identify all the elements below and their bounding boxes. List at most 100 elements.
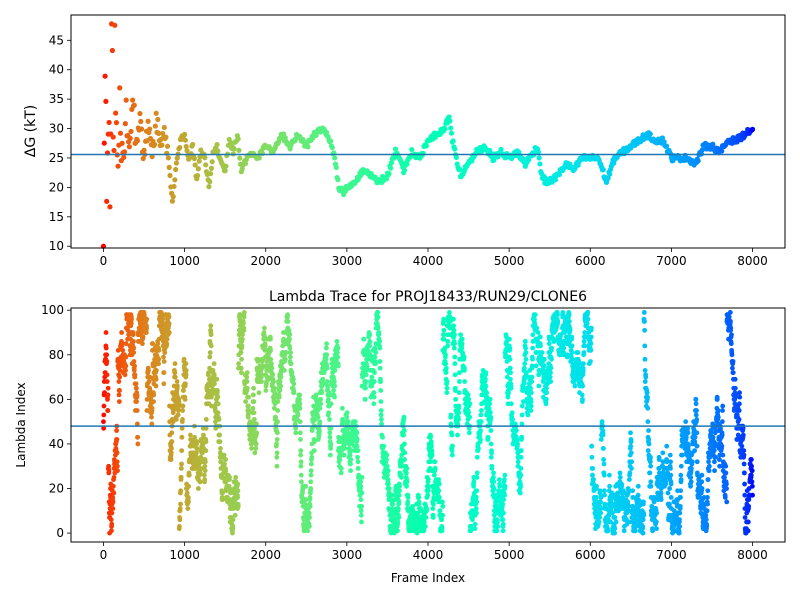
lambda-point: [132, 363, 138, 369]
lambda-point: [360, 374, 365, 380]
lambda-point: [602, 492, 607, 498]
lambda-point: [208, 323, 214, 329]
lambda-point: [327, 452, 333, 458]
lambda-point: [401, 428, 407, 433]
lambda-point: [396, 499, 402, 505]
lambda-point: [144, 316, 150, 322]
lambda-point: [714, 396, 720, 402]
lambda-point: [131, 339, 136, 344]
lambda-point: [715, 408, 721, 413]
lambda-point: [216, 417, 222, 422]
lambda-point: [166, 314, 172, 320]
lambda-point: [399, 463, 404, 469]
dg-point: [388, 165, 394, 171]
lambda-point: [590, 472, 595, 478]
lambda-point: [451, 323, 457, 329]
lambda-point: [441, 332, 446, 338]
lambda-point: [581, 350, 587, 355]
lambda-point: [564, 354, 570, 360]
lambda-point: [742, 515, 748, 520]
lambda-point: [667, 452, 673, 458]
dg-y-label: ΔG (kT): [23, 105, 39, 157]
lambda-point: [508, 376, 513, 382]
lambda-point: [396, 492, 402, 498]
lambda-point: [227, 474, 232, 480]
lambda-point: [177, 524, 182, 529]
lambda-point: [663, 481, 669, 487]
lambda-point: [539, 350, 545, 355]
dg-point: [259, 150, 266, 157]
lambda-point: [278, 383, 284, 389]
lambda-point: [458, 332, 464, 338]
lambda-point: [131, 359, 137, 364]
lambda-point: [298, 459, 304, 465]
lambda-point: [416, 499, 422, 505]
lambda-point: [379, 421, 384, 427]
lambda-point: [497, 483, 503, 489]
lambda-point: [627, 470, 633, 476]
lambda-point: [528, 385, 533, 391]
lambda-point: [324, 379, 330, 384]
lambda-point: [470, 517, 475, 523]
lambda-point: [340, 419, 346, 425]
lambda-point: [115, 463, 120, 469]
lambda-point: [529, 374, 535, 380]
dg-point: [166, 164, 172, 170]
lambda-point: [135, 441, 141, 447]
lambda-point: [462, 379, 468, 384]
lambda-point: [273, 414, 279, 420]
lambda-point: [244, 370, 250, 376]
lambda-point: [678, 477, 684, 482]
dg-point: [491, 157, 497, 163]
lambda-point: [601, 472, 607, 478]
lambda-point: [221, 452, 227, 458]
lambda-point: [626, 488, 632, 494]
lambda-point: [401, 414, 407, 420]
lambda-point: [707, 454, 713, 460]
lambda-point: [596, 519, 602, 525]
lambda-point: [581, 361, 586, 367]
lambda-point: [371, 401, 377, 407]
dg-point: [710, 141, 716, 147]
lambda-point: [110, 495, 116, 500]
lambda-point: [452, 332, 457, 338]
dg-point: [145, 118, 151, 124]
lambda-point: [478, 412, 484, 418]
dg-point: [611, 160, 617, 166]
lambda-point: [281, 368, 287, 373]
dg-point: [556, 171, 563, 178]
dg-point: [607, 171, 613, 177]
lambda-point: [491, 512, 497, 518]
lambda-point: [354, 430, 360, 436]
lambda-point: [272, 385, 278, 391]
dg-x-ticks: 0 1000 2000 3000 4000 5000 6000 7000 8000: [100, 248, 768, 268]
lambda-y-label: Lambda Index: [14, 382, 28, 467]
lambda-point: [215, 394, 221, 400]
lambda-point: [274, 463, 280, 469]
lambda-point: [530, 345, 536, 351]
lambda-point: [459, 345, 465, 351]
lambda-point: [528, 399, 534, 404]
lambda-point: [530, 356, 535, 362]
lambda-point: [448, 412, 454, 418]
lambda-point: [612, 526, 618, 532]
lambda-point: [678, 463, 684, 469]
lambda-point: [713, 441, 719, 447]
lambda-point: [169, 446, 174, 451]
lambda-point: [323, 356, 329, 362]
dg-point: [206, 184, 212, 190]
lambda-point: [253, 441, 259, 447]
lambda-point: [385, 472, 390, 478]
lambda-point: [479, 392, 485, 398]
lambda-point: [153, 383, 159, 389]
lambda-point: [320, 376, 326, 382]
lambda-point: [474, 470, 480, 476]
lambda-point: [656, 457, 662, 462]
lambda-point: [451, 327, 457, 333]
lambda-point: [605, 528, 611, 534]
lambda-point: [456, 403, 462, 409]
dg-point: [170, 194, 176, 200]
lambda-point: [238, 350, 244, 355]
lambda-y-tick-label: 60: [49, 392, 64, 406]
lambda-y-tick-label: 20: [49, 482, 64, 496]
